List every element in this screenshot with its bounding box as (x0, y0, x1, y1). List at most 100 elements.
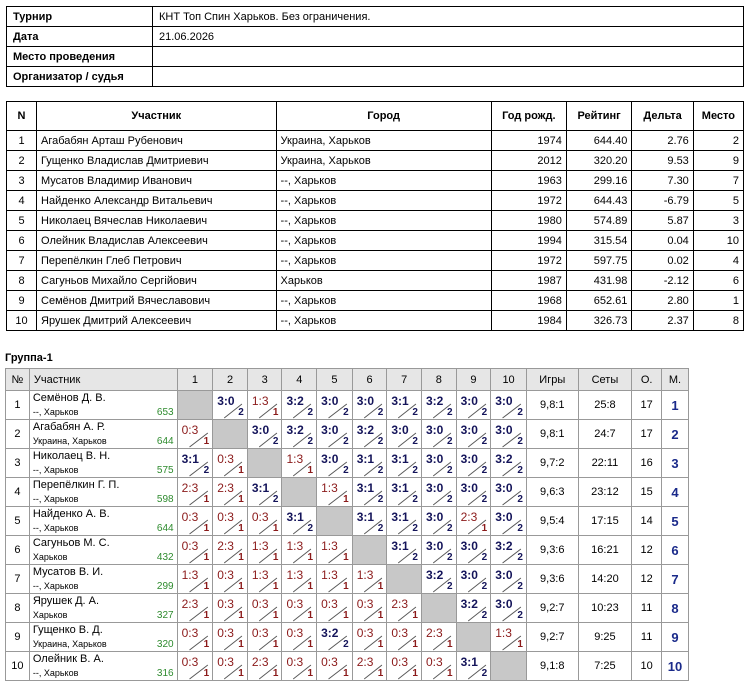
match-points: 2 (517, 494, 523, 505)
match-result-cell: 3:1 2 (386, 477, 422, 507)
match-score: 3:0 (460, 481, 478, 495)
match-points: 2 (517, 465, 523, 476)
points-cell: 10 (631, 651, 663, 681)
table-cell: Николаец Вячеслав Николаевич (36, 210, 277, 231)
player-city: Украина, Харьков (32, 436, 107, 446)
diagonal-divider (258, 664, 278, 680)
match-result-cell: 3:0 2 (420, 477, 457, 507)
table-cell: 652.61 (565, 290, 633, 311)
grid-column-header: 10 (490, 368, 527, 391)
player-city: Харьков (32, 610, 68, 620)
self-cell (420, 593, 457, 623)
player-rating: 575 (156, 465, 174, 476)
player-rating: 316 (156, 668, 174, 679)
self-cell (316, 506, 353, 536)
table-cell: 299.16 (565, 170, 633, 191)
match-result-cell: 3:0 2 (420, 419, 457, 449)
table-cell: 644.40 (565, 130, 633, 151)
table-cell: 320.20 (565, 150, 633, 171)
sets-cell: 14:20 (577, 564, 633, 594)
grid-row: 10 Олейник В. А. --, Харьков 316 0:3 1 0:3 1 2:3… (5, 651, 689, 681)
match-result-cell: 3:0 2 (490, 419, 527, 449)
match-points: 1 (238, 668, 244, 679)
table-cell: 1 (5, 130, 38, 151)
match-points: 1 (307, 465, 314, 476)
match-score: 3:0 (321, 452, 339, 466)
match-score: 3:0 (425, 452, 444, 466)
self-cell (455, 622, 492, 652)
diagonal-divider (293, 577, 312, 593)
diagonal-divider (293, 519, 312, 535)
place-cell: 10 (661, 651, 689, 681)
player-city: --, Харьков (32, 523, 79, 533)
match-score: 0:3 (321, 597, 338, 611)
diagonal-divider (467, 432, 486, 448)
match-points: 2 (447, 436, 453, 447)
match-result-cell: 3:2 2 (316, 622, 353, 652)
diagonal-divider (398, 461, 417, 477)
grid-column-header: 3 (246, 368, 283, 391)
diagonal-divider (224, 519, 243, 535)
match-result-cell: 0:3 1 (281, 622, 318, 652)
player-name: Николаец В. Н. (32, 450, 111, 462)
self-cell (212, 419, 248, 449)
match-points: 1 (517, 639, 523, 650)
games-cell: 9,1:8 (525, 651, 579, 681)
place-cell: 7 (661, 564, 689, 594)
player-rating: 598 (156, 494, 174, 505)
sets-cell: 10:23 (577, 593, 633, 623)
match-score: 3:0 (495, 597, 513, 611)
grid-column-header: О. (631, 368, 663, 391)
match-score: 3:2 (460, 597, 478, 611)
table-cell: 574.89 (565, 210, 633, 231)
match-score: 3:1 (391, 481, 409, 495)
points-cell: 12 (631, 564, 663, 594)
match-result-cell: 0:3 1 (212, 651, 248, 681)
match-result-cell: 0:3 1 (246, 506, 283, 536)
table-cell: 0.04 (631, 230, 694, 251)
match-points: 1 (272, 581, 279, 592)
match-points: 1 (307, 610, 314, 621)
match-result-cell: 0:3 1 (212, 448, 248, 478)
player-rating: 299 (156, 581, 174, 592)
match-points: 2 (377, 407, 384, 418)
games-cell: 9,7:2 (525, 448, 579, 478)
match-points: 2 (343, 407, 349, 418)
match-score: 0:3 (286, 597, 304, 611)
match-result-cell: 3:0 2 (490, 390, 527, 420)
sets-cell: 16:21 (577, 535, 633, 565)
match-score: 0:3 (181, 510, 199, 524)
table-cell: 1968 (490, 290, 567, 311)
match-result-cell: 0:3 1 (176, 622, 214, 652)
sets-cell: 23:12 (577, 477, 633, 507)
match-points: 2 (517, 552, 523, 563)
match-result-cell: 3:1 2 (386, 535, 422, 565)
table-cell: 315.54 (565, 230, 633, 251)
diagonal-divider (258, 490, 278, 506)
diagonal-divider (258, 635, 278, 651)
match-result-cell: 0:3 1 (386, 651, 422, 681)
match-score: 2:3 (181, 597, 199, 611)
match-points: 2 (412, 407, 418, 418)
diagonal-divider (258, 432, 278, 448)
match-result-cell: 3:1 2 (351, 477, 388, 507)
match-result-cell: 0:3 1 (351, 622, 388, 652)
match-points: 1 (203, 610, 210, 621)
table-cell: 1963 (490, 170, 567, 191)
diagonal-divider (328, 577, 348, 593)
match-result-cell: 3:2 2 (420, 390, 457, 420)
match-result-cell: 2:3 1 (455, 506, 492, 536)
match-points: 1 (307, 639, 314, 650)
match-result-cell: 3:1 2 (176, 448, 214, 478)
match-score: 3:2 (286, 423, 304, 437)
match-points: 2 (307, 407, 314, 418)
match-result-cell: 0:3 1 (212, 564, 248, 594)
points-cell: 14 (631, 506, 663, 536)
match-result-cell: 3:0 2 (351, 390, 388, 420)
match-score: 0:3 (425, 655, 443, 669)
row-number: 9 (5, 622, 30, 652)
table-cell: Агабабян Арташ Рубенович (36, 130, 277, 151)
table-cell: Ярушек Дмитрий Алексеевич (36, 310, 277, 331)
match-result-cell: 3:0 2 (455, 564, 492, 594)
info-row: Место проведения (6, 46, 744, 67)
